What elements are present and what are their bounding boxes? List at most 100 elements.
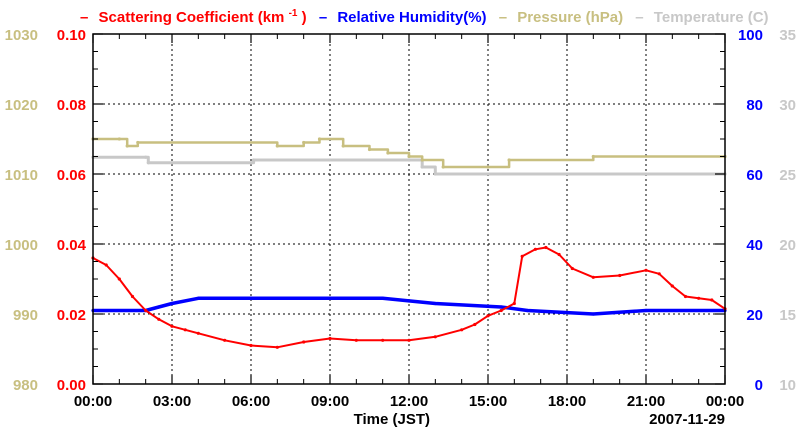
scattering-series-point: [618, 273, 622, 278]
humidity-axis-tick-label: 0: [755, 377, 763, 394]
legend-humidity-prefix: –: [319, 9, 327, 26]
scattering-series-point: [433, 335, 437, 339]
temperature-axis-tick-label: 15: [779, 307, 796, 324]
scattering-series-point: [710, 298, 714, 302]
temperature-series-point: [407, 158, 411, 162]
scattering-series-point: [512, 301, 516, 306]
pressure-series-point: [275, 144, 279, 148]
scattering-axis-tick-label: 0.04: [57, 237, 87, 254]
x-tick-label: 09:00: [311, 393, 349, 410]
scattering-series-point: [130, 294, 135, 299]
scattering-series-point: [657, 272, 661, 276]
x-tick-label: 00:00: [74, 393, 112, 410]
legend-scattering-prefix: –: [80, 9, 88, 26]
x-tick-label: 06:00: [232, 393, 270, 410]
humidity-series-point: [196, 296, 200, 300]
scattering-axis-tick-label: 0.08: [57, 97, 86, 114]
scattering-series-point: [486, 314, 490, 318]
scattering-series-point: [354, 338, 358, 342]
scattering-series-point: [697, 296, 701, 300]
scattering-series-point: [302, 340, 306, 344]
scattering-series-point: [499, 308, 503, 313]
scattering-series-point: [223, 338, 227, 342]
pressure-series-point: [420, 158, 424, 162]
scattering-series-point: [104, 263, 108, 267]
x-tick-label: 00:00: [706, 393, 744, 410]
pressure-series-point: [125, 144, 129, 148]
humidity-axis-tick-label: 100: [738, 27, 763, 44]
axis-ticks: [92, 33, 726, 385]
scattering-series-point: [196, 331, 200, 335]
humidity-series-point: [591, 312, 595, 316]
grid-lines: [93, 34, 725, 384]
humidity-series-point: [644, 308, 648, 313]
x-axis-title: Time (JST): [354, 411, 430, 428]
pressure-series-point: [486, 165, 490, 169]
scattering-series-point: [144, 308, 148, 313]
pressure-series-point: [591, 154, 595, 159]
temperature-series-point: [433, 172, 437, 176]
legend: – Scattering Coefficient (km -1 ) – Rela…: [80, 3, 769, 26]
humidity-axis-tick-label: 40: [746, 237, 763, 254]
humidity-series-line: [93, 296, 725, 316]
temperature-axis-tick-label: 20: [779, 237, 796, 254]
humidity-series-point: [381, 296, 385, 300]
legend-humidity-label: Relative Humidity(%): [337, 9, 486, 26]
pressure-series-point: [367, 147, 372, 152]
scattering-series-point: [544, 245, 548, 250]
humidity-series-point: [157, 305, 161, 309]
humidity-series-point: [525, 308, 530, 313]
scattering-series-point: [473, 322, 477, 327]
humidity-axis-tick-label: 80: [746, 97, 763, 114]
humidity-axis-tick-label: 20: [746, 307, 763, 324]
x-tick-label: 15:00: [469, 393, 507, 410]
pressure-series-point: [317, 137, 322, 141]
x-tick-label: 12:00: [390, 393, 428, 410]
date-label: 2007-11-29: [649, 411, 725, 428]
humidity-series-point: [170, 301, 174, 306]
scattering-series-point: [591, 275, 595, 279]
scattering-series-point: [520, 254, 524, 258]
pressure-series-point: [386, 151, 390, 155]
pressure-series-point: [136, 140, 140, 145]
temperature-axis-tick-label: 35: [779, 27, 796, 44]
scattering-series-point: [570, 266, 574, 271]
temperature-series-point: [420, 165, 424, 169]
scattering-series-point: [183, 328, 187, 332]
scattering-series-point: [275, 345, 279, 349]
scattering-series-point: [157, 317, 161, 321]
humidity-series-point: [499, 305, 503, 309]
x-tick-label: 18:00: [548, 393, 586, 410]
temperature-axis-tick-label: 30: [779, 97, 796, 114]
legend-temperature-label: Temperature (C): [654, 9, 769, 26]
pressure-axis-tick-label: 990: [13, 307, 38, 324]
scattering-series-point: [460, 328, 464, 332]
legend-scattering-unit-superscript: -1: [289, 8, 298, 19]
scattering-series-point: [533, 247, 538, 251]
scattering-series-point: [407, 338, 411, 342]
pressure-series-point: [302, 140, 306, 145]
x-tick-label: 03:00: [153, 393, 191, 410]
scattering-series-point: [170, 324, 174, 328]
temperature-series-point: [144, 155, 148, 159]
pressure-series-point: [507, 158, 511, 162]
pressure-axis-tick-label: 1010: [5, 167, 38, 184]
humidity-axis-tick-label: 60: [746, 167, 763, 184]
humidity-series-point: [433, 301, 437, 306]
scattering-series-point: [670, 284, 674, 288]
temperature-series-point: [249, 161, 253, 165]
scattering-series-point: [557, 252, 561, 257]
scattering-series-point: [117, 277, 121, 281]
scattering-series-point: [381, 338, 385, 342]
scattering-series-point: [328, 336, 332, 341]
pressure-series-point: [117, 137, 121, 141]
series-layer: [91, 137, 727, 349]
scattering-series-point: [683, 294, 688, 299]
pressure-axis-tick-label: 1030: [5, 27, 38, 44]
pressure-axis-tick-label: 1000: [5, 237, 38, 254]
pressure-series-point: [407, 154, 411, 159]
scattering-axis-tick-label: 0.02: [57, 307, 86, 324]
temperature-axis-tick-label: 10: [779, 377, 796, 394]
